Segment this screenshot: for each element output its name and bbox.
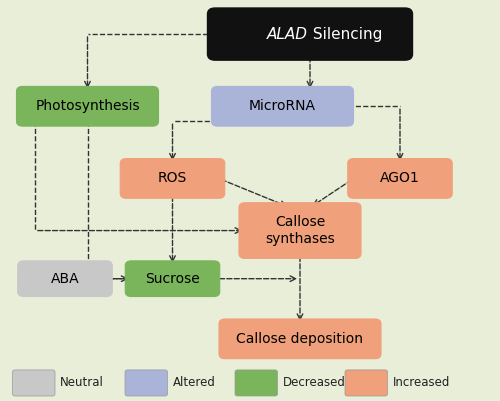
FancyBboxPatch shape <box>18 261 112 297</box>
Text: Increased: Increased <box>392 377 450 389</box>
FancyBboxPatch shape <box>219 319 381 358</box>
FancyBboxPatch shape <box>16 87 159 126</box>
Text: AGO1: AGO1 <box>380 172 420 185</box>
Text: Altered: Altered <box>172 377 216 389</box>
FancyBboxPatch shape <box>345 370 388 396</box>
Text: Callose deposition: Callose deposition <box>236 332 364 346</box>
Text: Callose
synthases: Callose synthases <box>265 215 335 246</box>
Text: ABA: ABA <box>50 272 80 286</box>
FancyBboxPatch shape <box>212 87 354 126</box>
Text: ROS: ROS <box>158 172 187 185</box>
Text: MicroRNA: MicroRNA <box>249 99 316 113</box>
FancyBboxPatch shape <box>125 261 220 297</box>
FancyBboxPatch shape <box>12 370 55 396</box>
Text: Sucrose: Sucrose <box>145 272 200 286</box>
FancyBboxPatch shape <box>348 158 452 198</box>
FancyBboxPatch shape <box>239 203 361 259</box>
FancyBboxPatch shape <box>125 370 168 396</box>
Text: Decreased: Decreased <box>282 377 346 389</box>
FancyBboxPatch shape <box>208 8 412 60</box>
Text: Neutral: Neutral <box>60 377 104 389</box>
Text: Silencing: Silencing <box>308 26 382 42</box>
Text: Photosynthesis: Photosynthesis <box>35 99 140 113</box>
FancyBboxPatch shape <box>235 370 278 396</box>
FancyBboxPatch shape <box>120 158 224 198</box>
Text: ALAD: ALAD <box>266 26 308 42</box>
